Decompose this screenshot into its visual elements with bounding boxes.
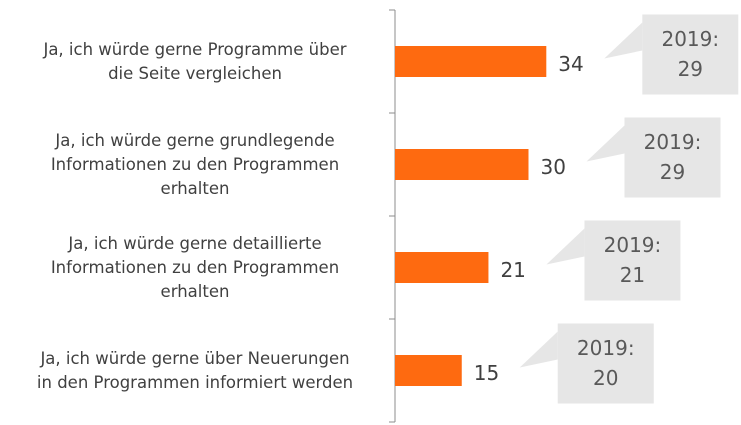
callout-pointer (519, 331, 558, 368)
category-label: Ja, ich würde gerne über Neuerungen in d… (36, 348, 354, 392)
callout-box (624, 117, 721, 198)
callout-pointer (546, 228, 585, 265)
bar (395, 252, 489, 283)
bar (395, 46, 547, 77)
value-label: 21 (500, 257, 526, 282)
bar (395, 355, 462, 386)
callout-box (557, 323, 654, 404)
callout-value: 29 (659, 159, 686, 184)
value-label: 34 (558, 51, 584, 76)
category-label: Ja, ich würde gerne detaillierte Informa… (50, 233, 340, 301)
callout-value: 29 (677, 56, 704, 81)
callout-label: 2019: (643, 129, 702, 154)
callout-label: 2019: (576, 335, 635, 360)
category-label: Ja, ich würde gerne Programme über die S… (43, 39, 347, 83)
callout-pointer (604, 22, 643, 59)
callout-label: 2019: (603, 232, 662, 257)
callout-value: 20 (593, 365, 619, 390)
callout-box (642, 14, 739, 95)
bar (395, 149, 529, 180)
callout-label: 2019: (661, 26, 720, 51)
value-label: 30 (540, 154, 566, 179)
callout-pointer (586, 125, 625, 162)
value-label: 15 (473, 360, 500, 385)
callout-value: 21 (619, 262, 646, 287)
category-label: Ja, ich würde gerne grundlegende Informa… (50, 130, 340, 198)
callout-box (584, 220, 681, 301)
